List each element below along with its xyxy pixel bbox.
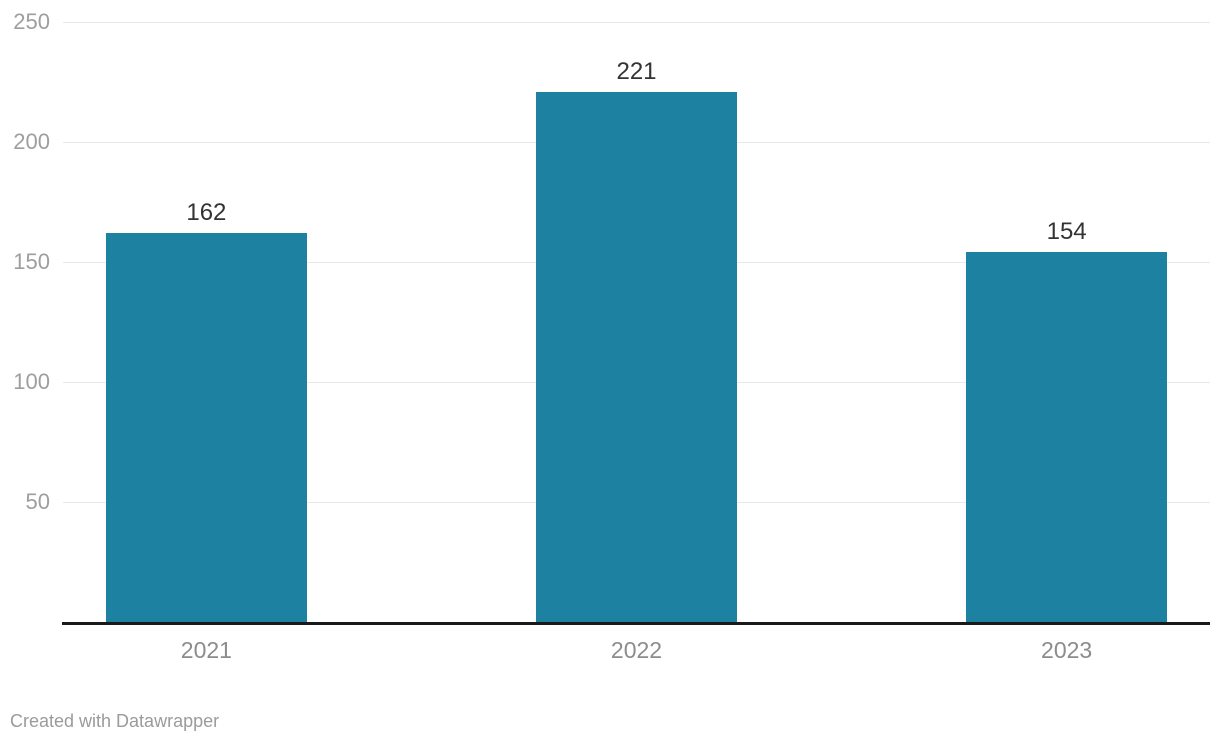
y-tick-label: 50	[25, 489, 50, 514]
bar-2022	[536, 91, 737, 622]
x-tick-label: 2023	[1041, 637, 1093, 663]
bar-value-label: 154	[1046, 218, 1087, 246]
gridline	[63, 22, 1210, 23]
bar-2023	[966, 252, 1168, 622]
y-tick-label: 250	[13, 9, 50, 34]
bar-2021	[105, 233, 307, 622]
bar-value-label: 162	[186, 199, 227, 227]
x-axis-baseline	[62, 622, 1210, 625]
bar-value-label: 221	[616, 57, 657, 85]
y-tick-label: 100	[13, 369, 50, 394]
y-tick-label: 200	[13, 129, 50, 154]
datawrapper-credit: Created with Datawrapper	[10, 711, 220, 731]
x-tick-label: 2022	[610, 637, 663, 663]
x-tick-label: 2021	[180, 637, 232, 663]
y-tick-label: 150	[13, 249, 50, 274]
